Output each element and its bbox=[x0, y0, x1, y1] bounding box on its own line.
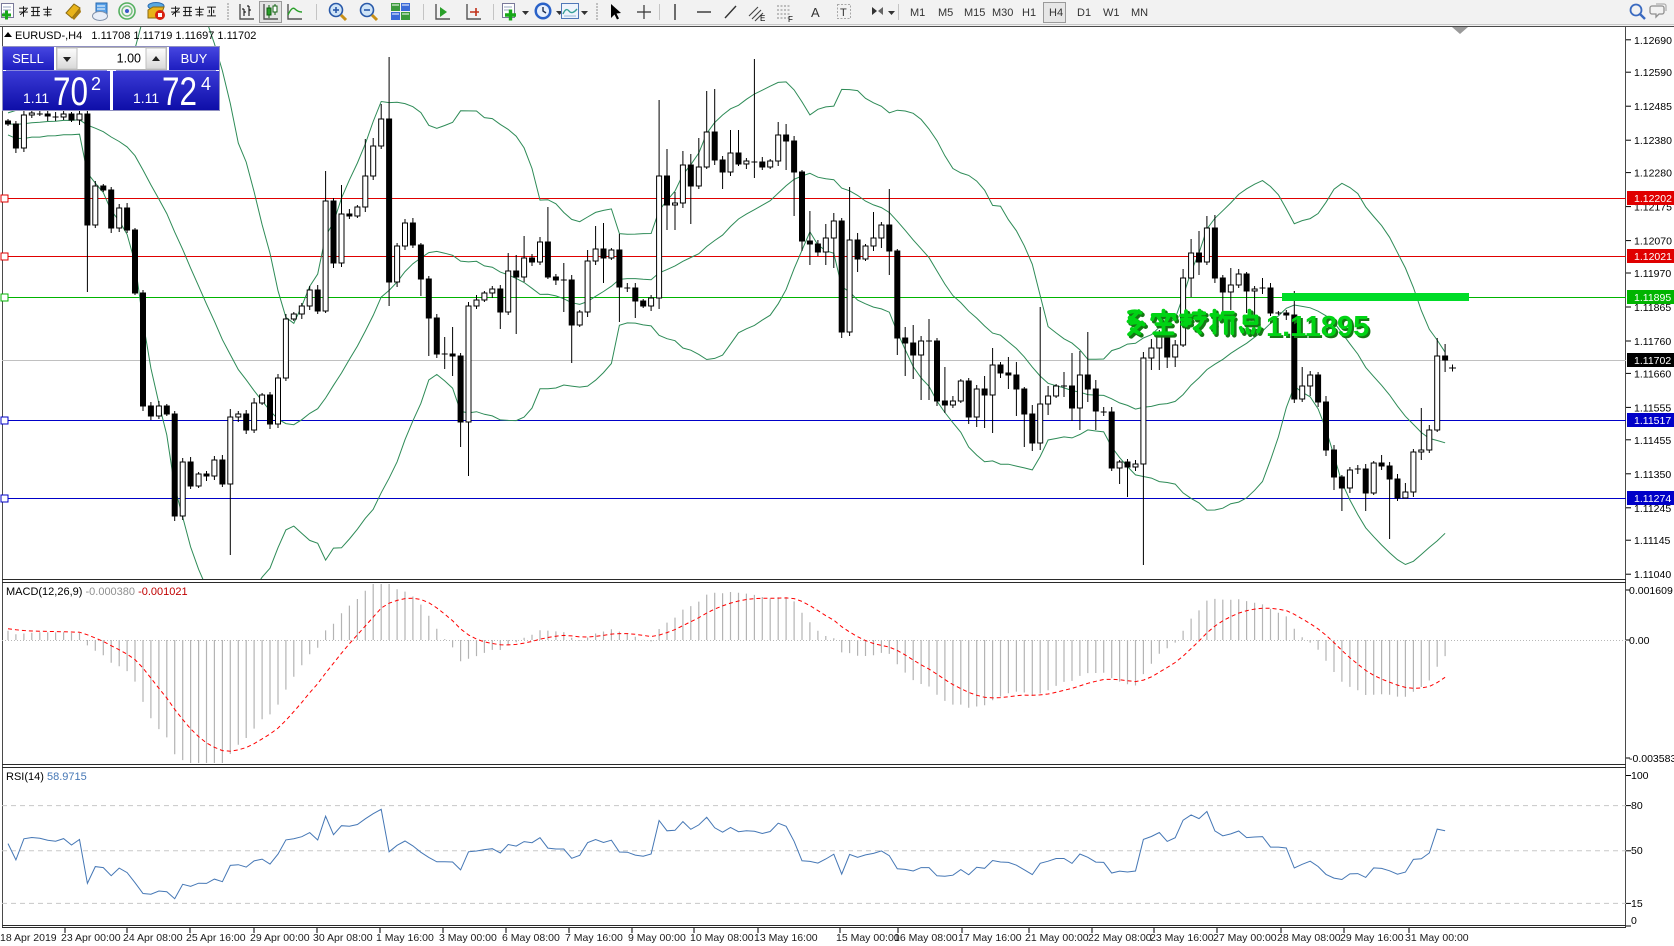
svg-text:4: 4 bbox=[201, 74, 211, 94]
svg-text:18 Apr 2019: 18 Apr 2019 bbox=[0, 932, 57, 944]
svg-text:29 Apr 00:00: 29 Apr 00:00 bbox=[250, 932, 310, 944]
svg-text:80: 80 bbox=[1631, 800, 1643, 812]
svg-text:1.00: 1.00 bbox=[117, 52, 141, 66]
svg-text:1.11: 1.11 bbox=[23, 90, 49, 106]
svg-text:D1: D1 bbox=[1077, 7, 1091, 19]
svg-text:M1: M1 bbox=[910, 7, 925, 19]
svg-text:A: A bbox=[811, 5, 820, 20]
svg-text:1.11970: 1.11970 bbox=[1634, 268, 1671, 280]
svg-text:27 May 00:00: 27 May 00:00 bbox=[1213, 932, 1277, 944]
svg-text:30 Apr 08:00: 30 Apr 08:00 bbox=[313, 932, 373, 944]
svg-text:23 May 16:00: 23 May 16:00 bbox=[1150, 932, 1214, 944]
svg-text:1.11895: 1.11895 bbox=[1268, 313, 1371, 345]
svg-text:72: 72 bbox=[162, 70, 197, 114]
svg-text:M30: M30 bbox=[992, 7, 1013, 19]
svg-text:MACD(12,26,9) -0.000380 -0.001: MACD(12,26,9) -0.000380 -0.001021 bbox=[6, 586, 188, 598]
svg-text:1.12485: 1.12485 bbox=[1634, 101, 1672, 113]
svg-text:1.11145: 1.11145 bbox=[1634, 535, 1671, 547]
svg-text:7 May 16:00: 7 May 16:00 bbox=[565, 932, 623, 944]
svg-text:1.12202: 1.12202 bbox=[1634, 193, 1672, 205]
svg-text:23 Apr 00:00: 23 Apr 00:00 bbox=[61, 932, 121, 944]
svg-text:1.11760: 1.11760 bbox=[1634, 336, 1671, 348]
svg-text:BUY: BUY bbox=[181, 51, 208, 66]
svg-text:13 May 16:00: 13 May 16:00 bbox=[754, 932, 818, 944]
svg-text:2: 2 bbox=[91, 74, 101, 94]
svg-text:1.11040: 1.11040 bbox=[1634, 569, 1671, 581]
svg-text:1 May 16:00: 1 May 16:00 bbox=[376, 932, 434, 944]
svg-text:T: T bbox=[840, 7, 847, 19]
svg-text:1.11350: 1.11350 bbox=[1634, 469, 1671, 481]
svg-text:24 Apr 08:00: 24 Apr 08:00 bbox=[123, 932, 183, 944]
svg-text:50: 50 bbox=[1631, 845, 1643, 857]
svg-text:3 May 00:00: 3 May 00:00 bbox=[439, 932, 497, 944]
svg-text:9 May 00:00: 9 May 00:00 bbox=[628, 932, 686, 944]
svg-text:17 May 16:00: 17 May 16:00 bbox=[958, 932, 1022, 944]
svg-text:MN: MN bbox=[1131, 7, 1148, 19]
svg-text:0.001609: 0.001609 bbox=[1629, 585, 1673, 597]
svg-text:SELL: SELL bbox=[12, 51, 44, 66]
svg-text:70: 70 bbox=[53, 70, 88, 114]
svg-text:1.12021: 1.12021 bbox=[1634, 251, 1672, 263]
svg-text:16 May 08:00: 16 May 08:00 bbox=[894, 932, 958, 944]
svg-text:1.11517: 1.11517 bbox=[1634, 415, 1671, 427]
svg-text:H4: H4 bbox=[1049, 7, 1063, 19]
svg-text:15: 15 bbox=[1631, 898, 1643, 910]
svg-text:1.11895: 1.11895 bbox=[1266, 311, 1369, 343]
svg-text:31 May 00:00: 31 May 00:00 bbox=[1405, 932, 1469, 944]
svg-text:EURUSD-,H4 1.11708 1.11719 1: EURUSD-,H4 1.11708 1.11719 1.11697 1.117… bbox=[15, 30, 256, 42]
svg-text:0.00: 0.00 bbox=[1629, 635, 1650, 647]
svg-text:W1: W1 bbox=[1103, 7, 1120, 19]
svg-text:1.12280: 1.12280 bbox=[1634, 168, 1672, 180]
svg-text:22 May 08:00: 22 May 08:00 bbox=[1088, 932, 1152, 944]
svg-text:1.12590: 1.12590 bbox=[1634, 67, 1672, 79]
svg-text:1.11895: 1.11895 bbox=[1634, 292, 1671, 304]
svg-text:H1: H1 bbox=[1022, 7, 1036, 19]
svg-text:15 May 00:00: 15 May 00:00 bbox=[836, 932, 900, 944]
svg-text:6 May 08:00: 6 May 08:00 bbox=[502, 932, 560, 944]
svg-text:E: E bbox=[760, 14, 765, 23]
svg-text:10 May 08:00: 10 May 08:00 bbox=[690, 932, 754, 944]
svg-text:F: F bbox=[788, 15, 793, 24]
svg-text:RSI(14) 58.9715: RSI(14) 58.9715 bbox=[6, 771, 87, 783]
svg-text:1.11: 1.11 bbox=[133, 90, 159, 106]
svg-text:29 May 16:00: 29 May 16:00 bbox=[1340, 932, 1404, 944]
svg-text:1.12380: 1.12380 bbox=[1634, 135, 1672, 147]
svg-text:M15: M15 bbox=[964, 7, 985, 19]
svg-text:28 May 08:00: 28 May 08:00 bbox=[1277, 932, 1341, 944]
svg-text:100: 100 bbox=[1631, 770, 1649, 782]
svg-text:1.11555: 1.11555 bbox=[1634, 402, 1671, 414]
svg-text:1.11660: 1.11660 bbox=[1634, 368, 1671, 380]
svg-text:1.11455: 1.11455 bbox=[1634, 435, 1671, 447]
svg-text:1.11865: 1.11865 bbox=[1634, 302, 1671, 314]
svg-text:1.12690: 1.12690 bbox=[1634, 35, 1672, 47]
svg-text:1.11274: 1.11274 bbox=[1634, 493, 1671, 505]
svg-text:1.12070: 1.12070 bbox=[1634, 236, 1672, 248]
svg-text:0: 0 bbox=[1631, 915, 1637, 927]
svg-text:21 May 00:00: 21 May 00:00 bbox=[1025, 932, 1089, 944]
svg-text:1.11702: 1.11702 bbox=[1634, 355, 1671, 367]
svg-text:M5: M5 bbox=[938, 7, 953, 19]
svg-text:1.11245: 1.11245 bbox=[1634, 503, 1671, 515]
svg-text:-0.003583: -0.003583 bbox=[1629, 753, 1674, 765]
svg-text:25 Apr 16:00: 25 Apr 16:00 bbox=[186, 932, 246, 944]
